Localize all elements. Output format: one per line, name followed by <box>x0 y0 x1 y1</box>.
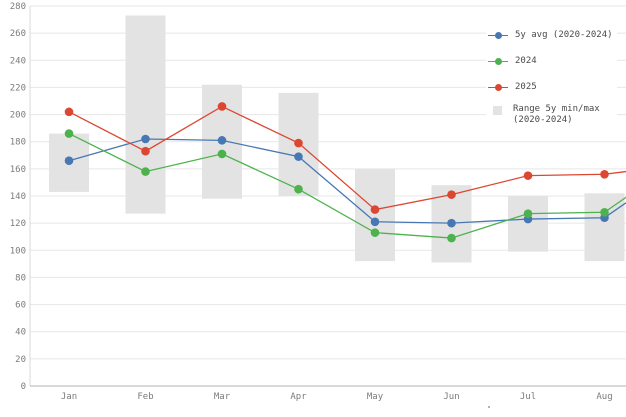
legend-label-2024: 2024 <box>515 55 537 66</box>
point-2024-jan[interactable] <box>64 129 74 138</box>
point-5y-avg-2020-2024-apr[interactable] <box>294 152 303 161</box>
legend: 5y avg (2020-2024) 2024 2025 Range 5y mi… <box>486 20 617 128</box>
legend-line-dot-icon <box>488 31 508 40</box>
series-points-2025 <box>64 102 609 214</box>
point-5y-avg-2020-2024-jun[interactable] <box>447 218 456 228</box>
range-bar-jul <box>508 196 548 252</box>
x-tick-label-feb: Feb <box>137 392 153 402</box>
series-points-2024 <box>64 129 609 243</box>
point-2025-aug[interactable] <box>600 169 609 179</box>
range-bar-may <box>355 168 395 262</box>
y-tick-label: 120 <box>10 219 26 229</box>
x-tick-label-jun: Jun <box>443 392 459 402</box>
range-bar-feb <box>125 15 166 214</box>
legend-item-5y-avg[interactable]: 5y avg (2020-2024) <box>488 22 613 48</box>
legend-item-range[interactable]: Range 5y min/max (2020-2024) <box>488 100 613 126</box>
x-axis-category-labels: Jan Feb Mar Apr May Jun Jul Aug <box>61 392 613 402</box>
point-5y-avg-2020-2024-jan[interactable] <box>64 156 74 166</box>
point-2024-apr[interactable] <box>294 184 303 194</box>
point-5y-avg-2020-2024-feb[interactable] <box>141 134 150 144</box>
y-tick-label: 160 <box>10 165 26 175</box>
point-2025-jun[interactable] <box>447 190 456 199</box>
point-5y-avg-2020-2024-mar[interactable] <box>217 136 227 145</box>
point-2024-feb[interactable] <box>141 167 150 176</box>
point-2025-apr[interactable] <box>294 138 303 148</box>
point-2025-feb[interactable] <box>141 146 150 156</box>
y-tick-label: 80 <box>15 273 26 283</box>
y-tick-label: 100 <box>10 246 26 256</box>
series-points-5y-avg-2020-2024 <box>64 134 609 228</box>
point-2025-mar[interactable] <box>217 102 227 111</box>
x-tick-label-may: May <box>367 392 384 402</box>
y-tick-label: 180 <box>10 138 26 148</box>
y-axis-tick-labels: 0 20 40 60 80 100 120 140 160 180 200 220 240 260 280 <box>10 2 26 392</box>
point-5y-avg-2020-2024-may[interactable] <box>370 217 380 227</box>
point-2024-aug[interactable] <box>600 207 609 217</box>
point-2024-jun[interactable] <box>447 233 456 243</box>
point-2024-may[interactable] <box>370 228 380 237</box>
x-tick-label-jul: Jul <box>520 392 536 402</box>
y-tick-label: 0 <box>21 382 26 392</box>
stray-dot <box>488 406 490 408</box>
y-tick-label: 200 <box>10 111 26 121</box>
x-tick-label-aug: Aug <box>596 392 612 402</box>
y-tick-label: 140 <box>10 192 26 202</box>
legend-line-dot-icon <box>488 57 508 66</box>
legend-label-5y-avg: 5y avg (2020-2024) <box>515 29 613 40</box>
point-2025-jan[interactable] <box>64 107 74 117</box>
legend-label-2025: 2025 <box>515 81 537 92</box>
y-tick-label: 20 <box>15 355 26 365</box>
y-tick-label: 40 <box>15 328 26 338</box>
point-2024-mar[interactable] <box>217 149 227 159</box>
legend-line-dot-icon <box>488 83 508 92</box>
x-tick-label-jan: Jan <box>61 392 77 402</box>
point-2025-may[interactable] <box>370 205 380 214</box>
y-tick-label: 280 <box>10 2 26 12</box>
point-2024-jul[interactable] <box>523 209 533 218</box>
y-tick-label: 260 <box>10 29 26 39</box>
legend-range-square-icon <box>493 106 502 115</box>
y-tick-label: 220 <box>10 83 26 93</box>
legend-item-2025[interactable]: 2025 <box>488 74 613 100</box>
range-bar-aug <box>584 193 625 262</box>
y-tick-label: 240 <box>10 56 26 66</box>
legend-label-range: Range 5y min/max (2020-2024) <box>513 104 600 125</box>
point-2025-jul[interactable] <box>523 171 533 180</box>
x-tick-label-mar: Mar <box>214 392 231 402</box>
legend-item-2024[interactable]: 2024 <box>488 48 613 74</box>
x-tick-label-apr: Apr <box>290 392 307 402</box>
y-tick-label: 60 <box>15 301 26 311</box>
